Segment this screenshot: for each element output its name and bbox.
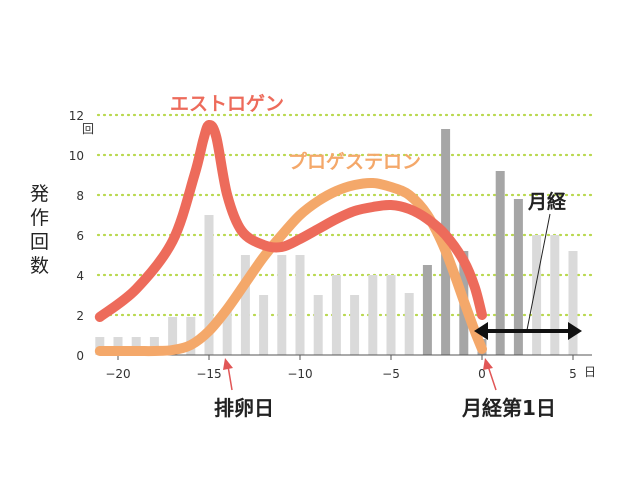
menses-day1-label: 月経第1日 — [461, 396, 556, 420]
x-tick-label: −15 — [196, 367, 221, 381]
y-tick-label: 10 — [69, 149, 84, 163]
y-tick-label: 8 — [76, 189, 84, 203]
bar — [186, 317, 196, 355]
bar — [277, 255, 287, 355]
tick-labels: 0 2 4 6 8 10 12 −20 −15 −10 −5 0 5 — [69, 109, 577, 381]
series-label-progesterone: プロゲステロン — [288, 150, 421, 173]
bar — [240, 255, 250, 355]
y-unit-label: 回 — [82, 122, 94, 136]
y-axis-label-char: 作 — [30, 207, 49, 229]
gridlines — [96, 113, 594, 317]
ovulation-arrow — [223, 358, 233, 391]
y-tick-label: 0 — [76, 349, 84, 363]
menses-label: 月経 — [527, 190, 567, 213]
bar — [532, 235, 542, 355]
x-tick-label: −5 — [382, 367, 400, 381]
x-unit-label: 日 — [584, 365, 596, 379]
bar — [313, 295, 323, 355]
menses-pointer-line — [526, 213, 551, 331]
bar — [350, 295, 360, 355]
bar — [168, 317, 178, 355]
y-tick-label: 6 — [76, 229, 84, 243]
x-tick-label: 0 — [478, 367, 486, 381]
bar — [404, 293, 414, 355]
bar — [386, 275, 396, 355]
bar — [331, 275, 341, 355]
x-tick-label: −10 — [287, 367, 312, 381]
menses-range-arrow — [474, 322, 582, 340]
series-label-estrogen: エストロゲン — [170, 93, 284, 115]
bar — [222, 311, 232, 355]
ovulation-label: 排卵日 — [214, 396, 274, 420]
y-axis-label: 発作回数 — [30, 183, 49, 277]
x-tick-label: 5 — [569, 367, 577, 381]
bar — [550, 235, 560, 355]
bar — [295, 255, 305, 355]
bar — [513, 199, 523, 355]
y-axis-label-char: 回 — [30, 231, 49, 253]
bar — [495, 171, 505, 355]
series-line-estrogen — [94, 119, 487, 322]
bar — [568, 251, 578, 355]
menses-day1-arrow — [483, 358, 497, 391]
bar — [368, 275, 378, 355]
y-tick-label: 2 — [76, 309, 84, 323]
series-lines — [94, 119, 487, 357]
x-tick-label: −20 — [105, 367, 130, 381]
bar — [422, 265, 432, 355]
y-tick-label: 4 — [76, 269, 84, 283]
y-axis-label-char: 数 — [30, 255, 49, 277]
y-axis-label-char: 発 — [30, 183, 49, 205]
y-tick-label: 12 — [69, 109, 84, 123]
bar — [259, 295, 269, 355]
bar — [204, 215, 214, 355]
